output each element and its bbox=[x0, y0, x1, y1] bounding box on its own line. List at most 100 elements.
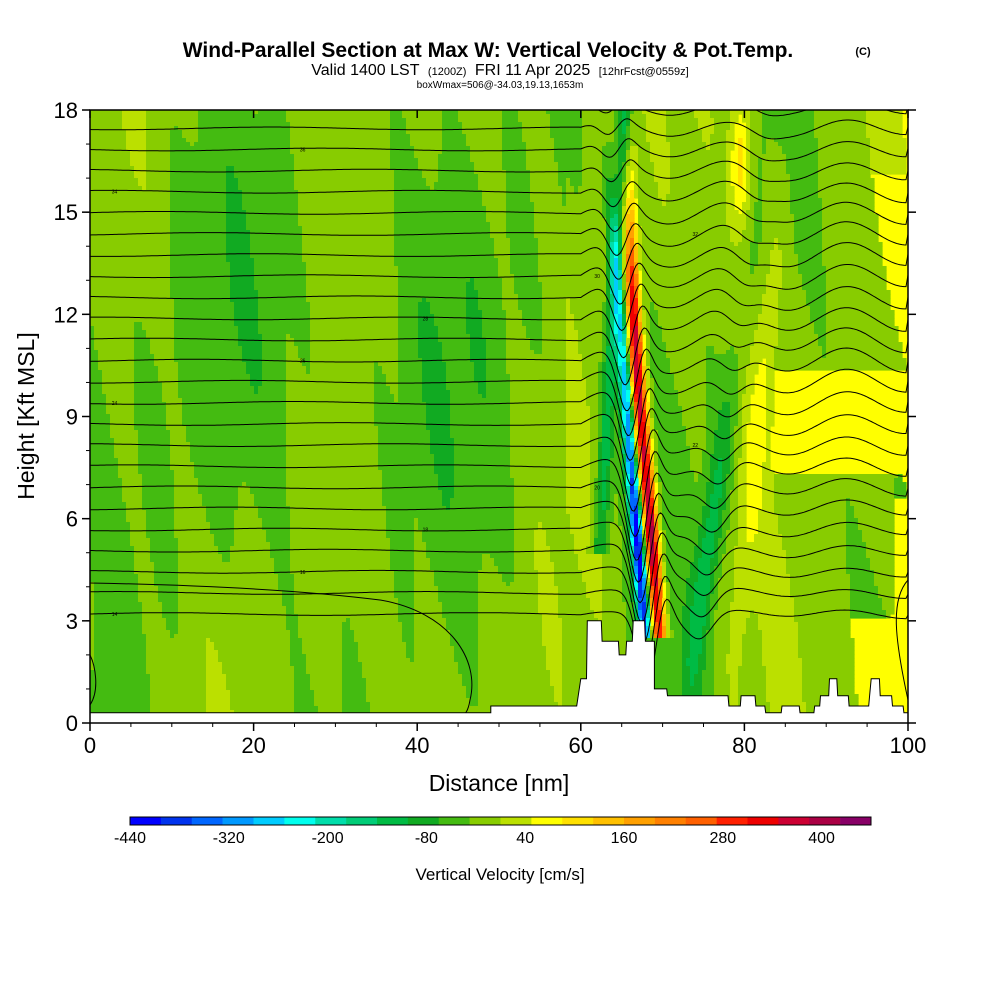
isentrope-line bbox=[90, 159, 908, 183]
colorbar-swatch bbox=[407, 817, 440, 825]
isentrope-line bbox=[90, 262, 908, 305]
isentropes bbox=[90, 110, 908, 717]
isentrope-line bbox=[90, 368, 908, 437]
colorbar-swatch bbox=[593, 817, 625, 825]
colorbar-swatch bbox=[809, 817, 841, 825]
colorbar-swatch bbox=[531, 817, 563, 825]
isentrope-line bbox=[90, 387, 908, 462]
colorbar-tick-label: -320 bbox=[213, 830, 245, 847]
isentrope-line bbox=[90, 472, 908, 561]
isentrope-line bbox=[90, 451, 908, 537]
isentrope-line bbox=[90, 221, 908, 256]
isentrope-label: 28 bbox=[423, 316, 429, 322]
y-axis-label: Height [Kft MSL] bbox=[13, 332, 39, 499]
chart-title: Wind-Parallel Section at Max W: Vertical… bbox=[183, 39, 794, 62]
subtitle-valid: Valid 1400 LST bbox=[311, 62, 419, 79]
isentrope-line bbox=[90, 347, 908, 412]
colorbar-swatch bbox=[191, 817, 223, 825]
box-info: boxWmax=506@-34.03,19.13,1653m bbox=[417, 80, 584, 91]
colorbar-tick-label: 40 bbox=[516, 830, 534, 847]
y-tick-label: 0 bbox=[66, 711, 78, 736]
isentrope-line bbox=[90, 575, 908, 665]
isentrope-line bbox=[90, 492, 908, 583]
colorbar-tick-label: -200 bbox=[312, 830, 344, 847]
colorbar-swatch bbox=[562, 817, 594, 825]
colorbar-tick-label: -440 bbox=[114, 830, 146, 847]
isentrope-line bbox=[90, 283, 908, 332]
isentrope-label: 32 bbox=[693, 232, 699, 238]
colorbar-swatch bbox=[654, 817, 687, 825]
colorbar-swatch bbox=[438, 817, 470, 825]
isentrope-line bbox=[90, 553, 908, 644]
terrain-profile bbox=[90, 620, 908, 723]
colorbar-swatch bbox=[778, 817, 810, 825]
isentrope-label: 26 bbox=[300, 359, 306, 365]
colorbar-tick-label: -80 bbox=[415, 830, 438, 847]
isentrope-label: 18 bbox=[423, 528, 429, 534]
colorbar-swatch bbox=[747, 817, 779, 825]
isentrope-line bbox=[90, 138, 908, 162]
colorbar-swatch bbox=[346, 817, 378, 825]
colorbar-swatch bbox=[624, 817, 656, 825]
colorbar-swatch bbox=[685, 817, 717, 825]
colorbar-swatch bbox=[716, 817, 748, 825]
isentrope-label: 22 bbox=[693, 443, 699, 449]
isentrope-line bbox=[90, 512, 908, 604]
colorbar-swatch bbox=[840, 817, 872, 825]
y-tick-label: 9 bbox=[66, 405, 78, 430]
y-tick-label: 3 bbox=[66, 609, 78, 634]
y-tick-label: 15 bbox=[54, 200, 78, 225]
isentrope-line bbox=[90, 118, 908, 140]
colorbar-tick-label: 160 bbox=[611, 830, 638, 847]
subtitle-zulu: (1200Z) bbox=[428, 66, 467, 78]
isentrope-label: 36 bbox=[300, 148, 306, 154]
colorbar-tick-label: 280 bbox=[709, 830, 736, 847]
x-tick-label: 0 bbox=[84, 733, 96, 758]
subtitle-forecast: [12hrFcst@0559z] bbox=[599, 66, 689, 78]
x-tick-label: 20 bbox=[241, 733, 265, 758]
isentrope-line bbox=[90, 180, 908, 208]
colorbar-swatch bbox=[130, 817, 162, 825]
colorbar-swatch bbox=[500, 817, 532, 825]
colorbar-swatch bbox=[253, 817, 285, 825]
isentrope-line bbox=[90, 654, 97, 706]
colorbar-tick-label: 400 bbox=[808, 830, 835, 847]
copyright-mark: (C) bbox=[855, 46, 871, 58]
isentrope-line bbox=[597, 110, 908, 117]
isentrope-label: 16 bbox=[300, 570, 306, 576]
isentrope-label: 34 bbox=[112, 190, 118, 196]
isentrope-label: 14 bbox=[112, 612, 118, 618]
x-axis-label: Distance [nm] bbox=[429, 770, 570, 796]
isentrope-line bbox=[90, 429, 908, 512]
colorbar-swatch bbox=[469, 817, 501, 825]
isentrope-line bbox=[90, 582, 473, 717]
x-tick-label: 60 bbox=[569, 733, 593, 758]
isentrope-label: 20 bbox=[594, 485, 600, 491]
y-tick-label: 18 bbox=[54, 98, 78, 123]
isentrope-line bbox=[90, 201, 908, 232]
colorbar-title: Vertical Velocity [cm/s] bbox=[415, 865, 584, 884]
y-tick-label: 12 bbox=[54, 302, 78, 327]
isentrope-line bbox=[90, 598, 908, 685]
colorbar-swatch bbox=[160, 817, 193, 825]
isentrope-line bbox=[90, 242, 908, 280]
y-tick-label: 6 bbox=[66, 507, 78, 532]
x-tick-label: 100 bbox=[890, 733, 927, 758]
isentrope-line bbox=[90, 408, 908, 487]
colorbar-swatch bbox=[284, 817, 316, 825]
isentrope-label: 24 bbox=[112, 401, 118, 407]
colorbar-swatch bbox=[377, 817, 409, 825]
x-tick-label: 80 bbox=[732, 733, 756, 758]
x-tick-label: 40 bbox=[405, 733, 429, 758]
x-axis: 0 20 40 60 80 100 bbox=[84, 110, 926, 758]
chart-subtitle: Valid 1400 LST (1200Z) FRI 11 Apr 2025 [… bbox=[311, 62, 688, 79]
isentrope-line bbox=[90, 327, 908, 386]
isentrope-label: 30 bbox=[594, 274, 600, 280]
colorbar-frame bbox=[129, 816, 872, 826]
colorbar-swatch bbox=[315, 817, 347, 825]
colorbar: -440 -320 -200 -80 40 160 280 400 bbox=[114, 816, 872, 847]
